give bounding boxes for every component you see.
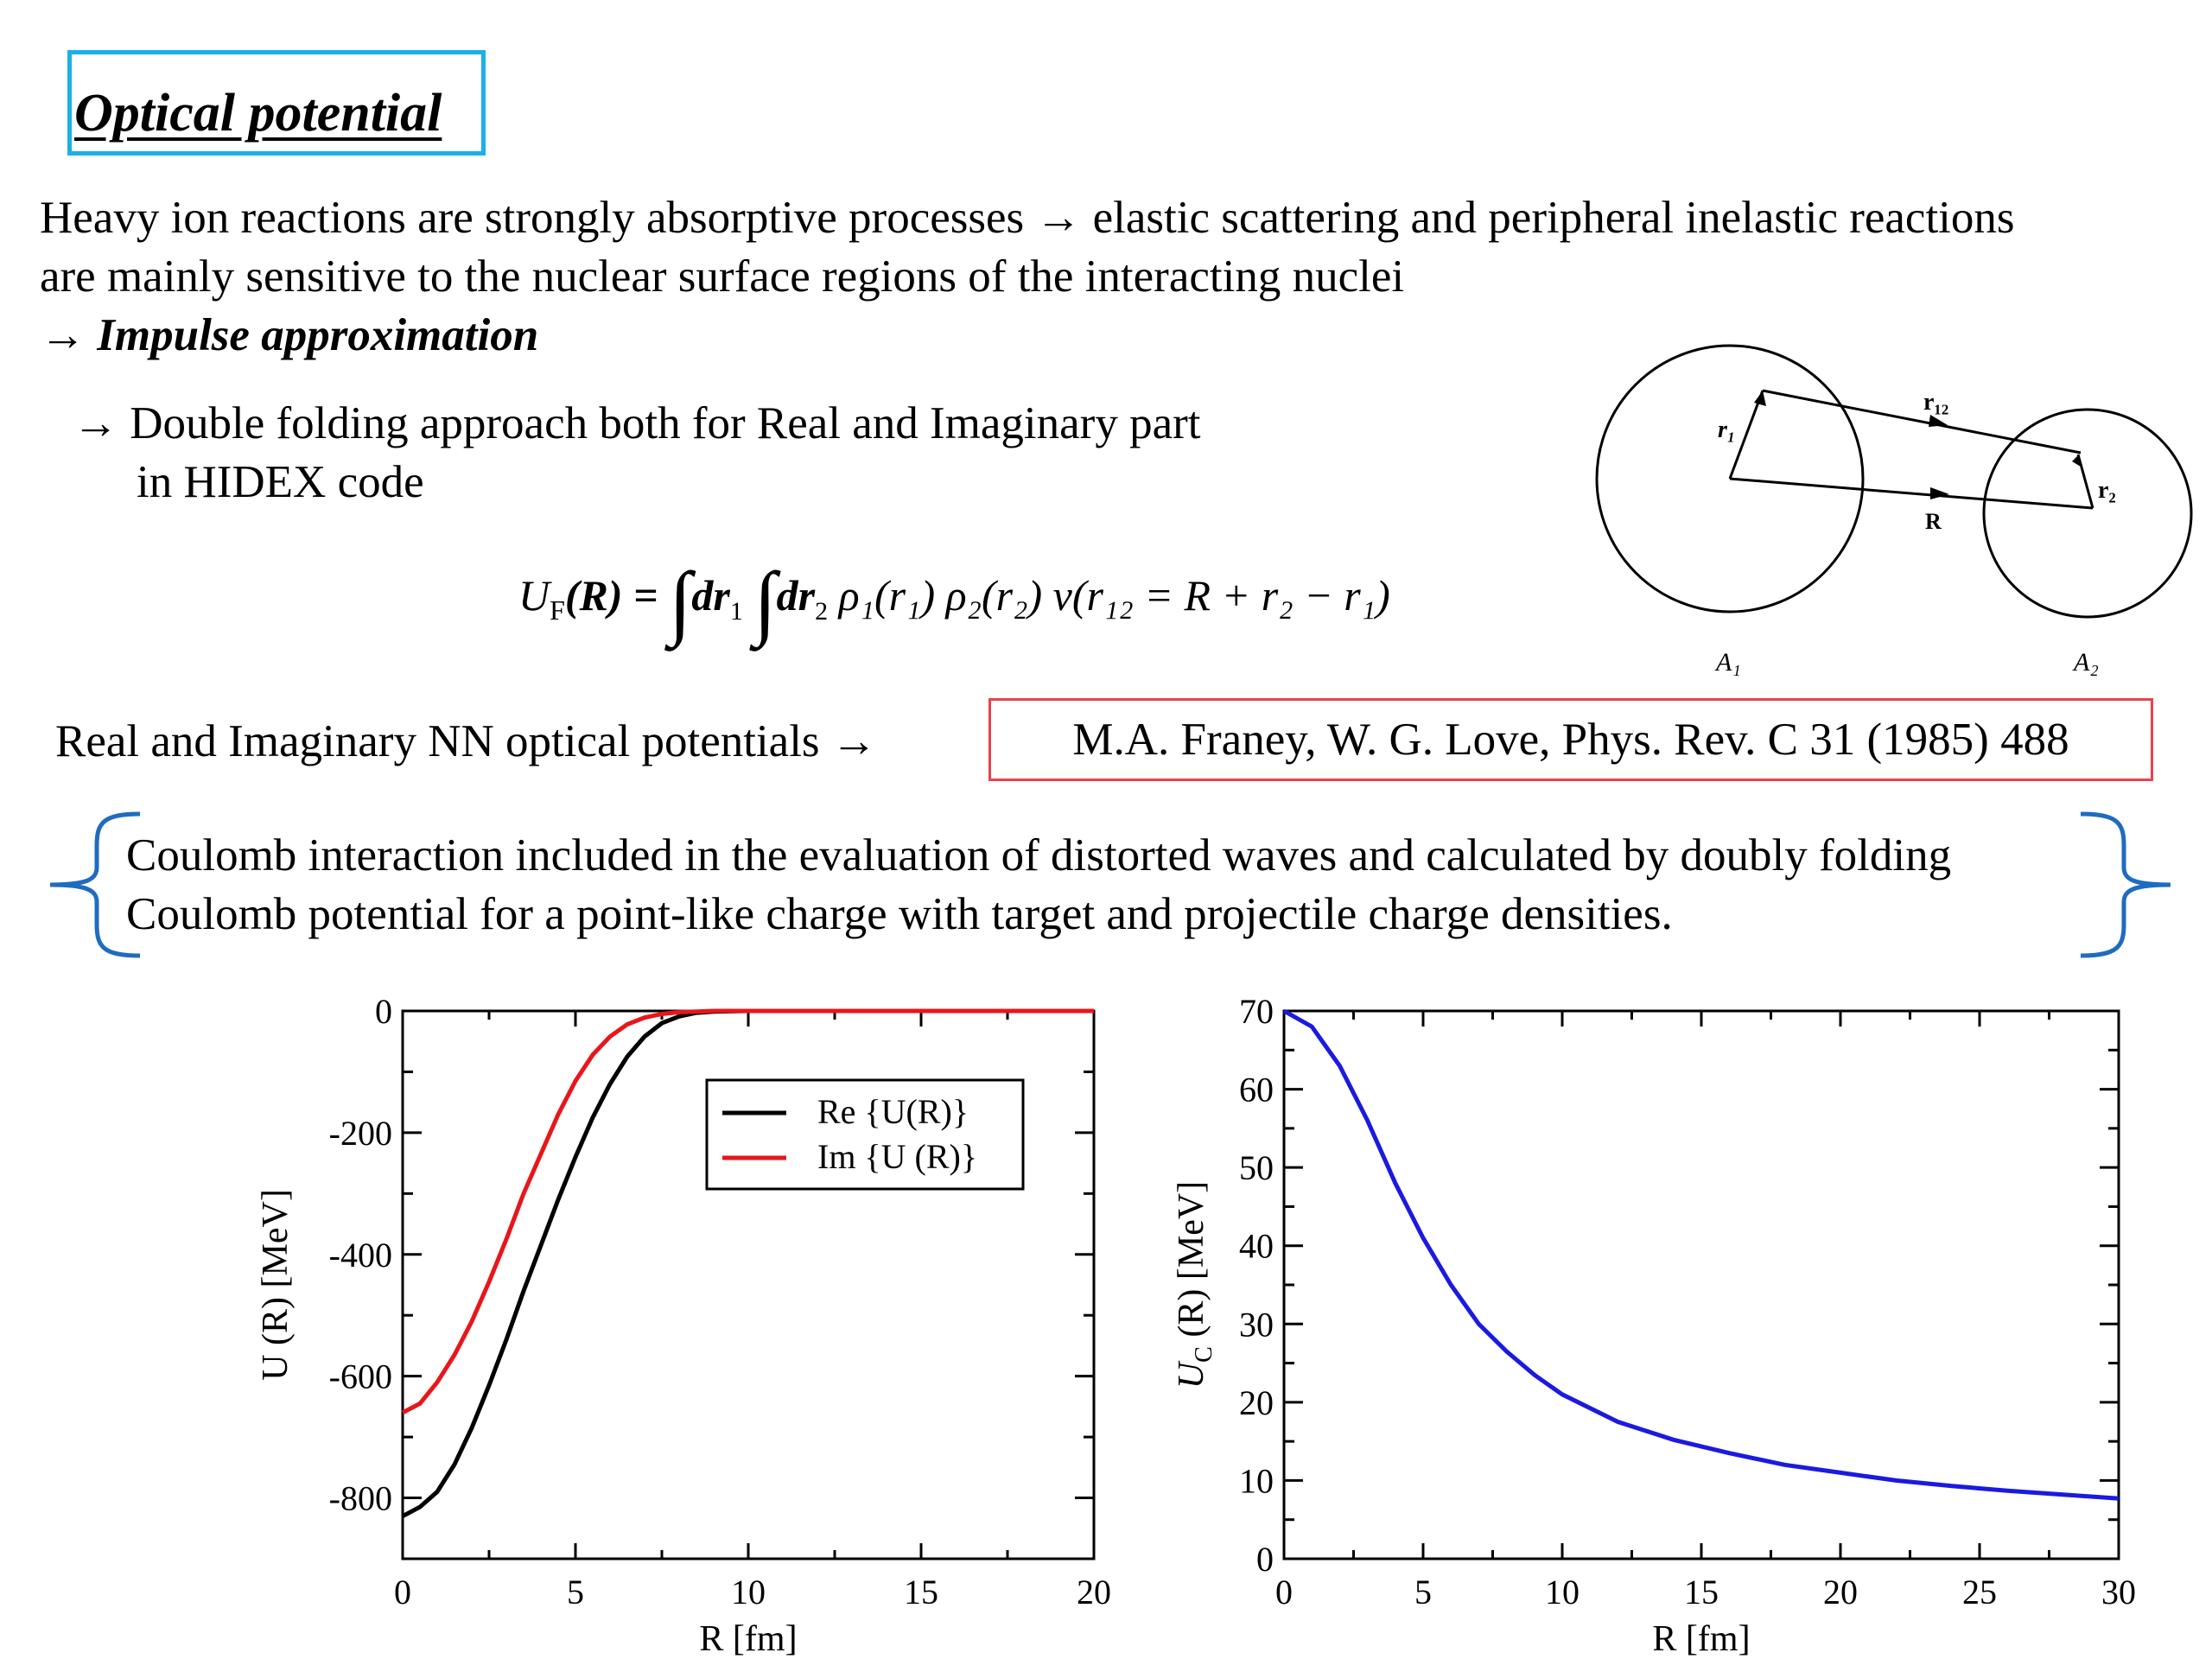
im-potential-curve — [401, 1008, 1094, 1415]
page-title: Optical potential — [74, 84, 442, 143]
x-tick-label: 15 — [1684, 1573, 1719, 1611]
folding-line-1: → Double folding approach both for Real … — [73, 398, 1201, 448]
formula-part2: dr — [776, 571, 816, 620]
nn-potentials-text: Real and Imaginary NN optical potentials… — [55, 716, 877, 766]
optical-potential-chart: 0 5 10 15 20 -800 -600 -400 -200 0 Re {U(R)} Im {… — [256, 992, 1111, 1659]
intro-line-2: are mainly sensitive to the nuclear surf… — [40, 251, 1405, 302]
x-tick-label: 20 — [1823, 1573, 1858, 1611]
x-tick-label: 5 — [1414, 1573, 1432, 1611]
left-brace-icon — [49, 811, 141, 958]
vector-r1 — [1728, 390, 1764, 480]
nucleus-a1 — [1595, 344, 1865, 613]
reference-citation: M.A. Franey, W. G. Love, Phys. Rev. C 31… — [1072, 715, 2069, 765]
legend-label-im: Im {U (R)} — [817, 1137, 977, 1176]
right-brace-icon — [2080, 811, 2171, 958]
vector-R — [1729, 477, 2094, 510]
coulomb-potential-chart: 0 5 10 15 20 25 30 0 10 20 30 40 50 60 70 R [fm] UC (R… — [1172, 992, 2136, 1659]
x-tick-label: 25 — [1962, 1573, 1997, 1611]
y-tick-label: -400 — [329, 1236, 392, 1274]
x-tick-label: 15 — [904, 1573, 938, 1611]
x-tick-label: 20 — [1077, 1573, 1111, 1611]
y-tick-label: 70 — [1239, 992, 1274, 1031]
diagram-label-a2: A₂ — [2072, 648, 2099, 677]
chart-legend: Re {U(R)} Im {U (R)} — [705, 1078, 1025, 1191]
y-tick-label: 0 — [1256, 1540, 1274, 1579]
diagram-label-a1: A₁ — [1714, 648, 1741, 677]
y-tick-label: 10 — [1239, 1461, 1274, 1500]
two-nuclei-diagram: r₁ r₁₂ r₂ R A₁ A₂ — [1595, 344, 2193, 677]
double-folding-formula: UF(R) = ∫dr1 ∫dr2 ρ₁(r₁) ρ₂(r₂) v(r₁₂ = … — [518, 555, 1390, 647]
y-tick-label: 20 — [1239, 1383, 1274, 1422]
x-tick-label: 5 — [567, 1573, 584, 1611]
x-tick-label: 30 — [2101, 1573, 2136, 1611]
nucleus-a2 — [1982, 408, 2193, 619]
y-tick-label: 50 — [1239, 1148, 1274, 1187]
integral-sign-1: ∫ — [669, 555, 692, 647]
diagram-label-r2: r₂ — [2098, 477, 2116, 504]
impulse-line: → Impulse approximation — [40, 306, 538, 365]
y-tick-label: 0 — [375, 992, 392, 1031]
coulomb-potential-curve — [1282, 1008, 2120, 1501]
folding-line-2: in HIDEX code — [137, 457, 424, 507]
x-axis-label: R [fm] — [699, 1619, 797, 1659]
diagram-label-r1: r₁ — [1718, 416, 1736, 443]
integral-sign-2: ∫ — [753, 555, 777, 647]
x-tick-label: 10 — [731, 1573, 766, 1611]
formula-lhs: U — [518, 571, 550, 620]
y-tick-label: 60 — [1239, 1071, 1274, 1109]
y-tick-label: -200 — [329, 1114, 392, 1153]
y-axis-label-rest: (R) [MeV] — [1172, 1181, 1211, 1346]
y-tick-label: -600 — [329, 1357, 392, 1396]
vector-r2 — [2076, 454, 2094, 509]
title-box — [67, 50, 486, 156]
formula-part1: dr — [691, 571, 730, 620]
legend-label-re: Re {U(R)} — [817, 1092, 969, 1131]
x-tick-label: 0 — [394, 1573, 411, 1611]
formula-tail: ρ₁(r₁) ρ₂(r₂) v(r₁₂ = R + r₂ − r₁) — [838, 571, 1390, 620]
formula-lhs-sub: F — [550, 594, 565, 626]
diagram-label-R: R — [1925, 509, 1942, 534]
coulomb-line-1: Coulomb interaction included in the eval… — [126, 830, 1952, 880]
x-tick-label: 10 — [1545, 1573, 1580, 1611]
y-axis-label: UC (R) [MeV] — [1172, 1181, 1217, 1389]
intro-line-1: Heavy ion reactions are strongly absorpt… — [40, 193, 2015, 243]
y-axis-label-main: U — [1172, 1360, 1211, 1389]
plot-frame — [1282, 1009, 2120, 1560]
y-tick-label: -800 — [329, 1479, 392, 1518]
y-tick-label: 40 — [1239, 1227, 1274, 1266]
coulomb-line-2: Coulomb potential for a point-like charg… — [126, 889, 1673, 939]
reference-box — [988, 698, 2153, 781]
impulse-approximation: Impulse approximation — [97, 310, 539, 360]
y-axis-label-sub: C — [1191, 1346, 1217, 1363]
y-axis-label: U (R) [MeV] — [256, 1189, 296, 1381]
x-tick-label: 0 — [1275, 1573, 1293, 1611]
impulse-arrow: → — [40, 310, 86, 360]
vector-r12 — [1762, 389, 2082, 454]
diagram-label-r12: r₁₂ — [1923, 389, 1948, 416]
y-tick-label: 30 — [1239, 1305, 1274, 1344]
formula-lhs-arg: (R) = — [564, 571, 658, 620]
x-axis-label: R [fm] — [1652, 1619, 1750, 1659]
